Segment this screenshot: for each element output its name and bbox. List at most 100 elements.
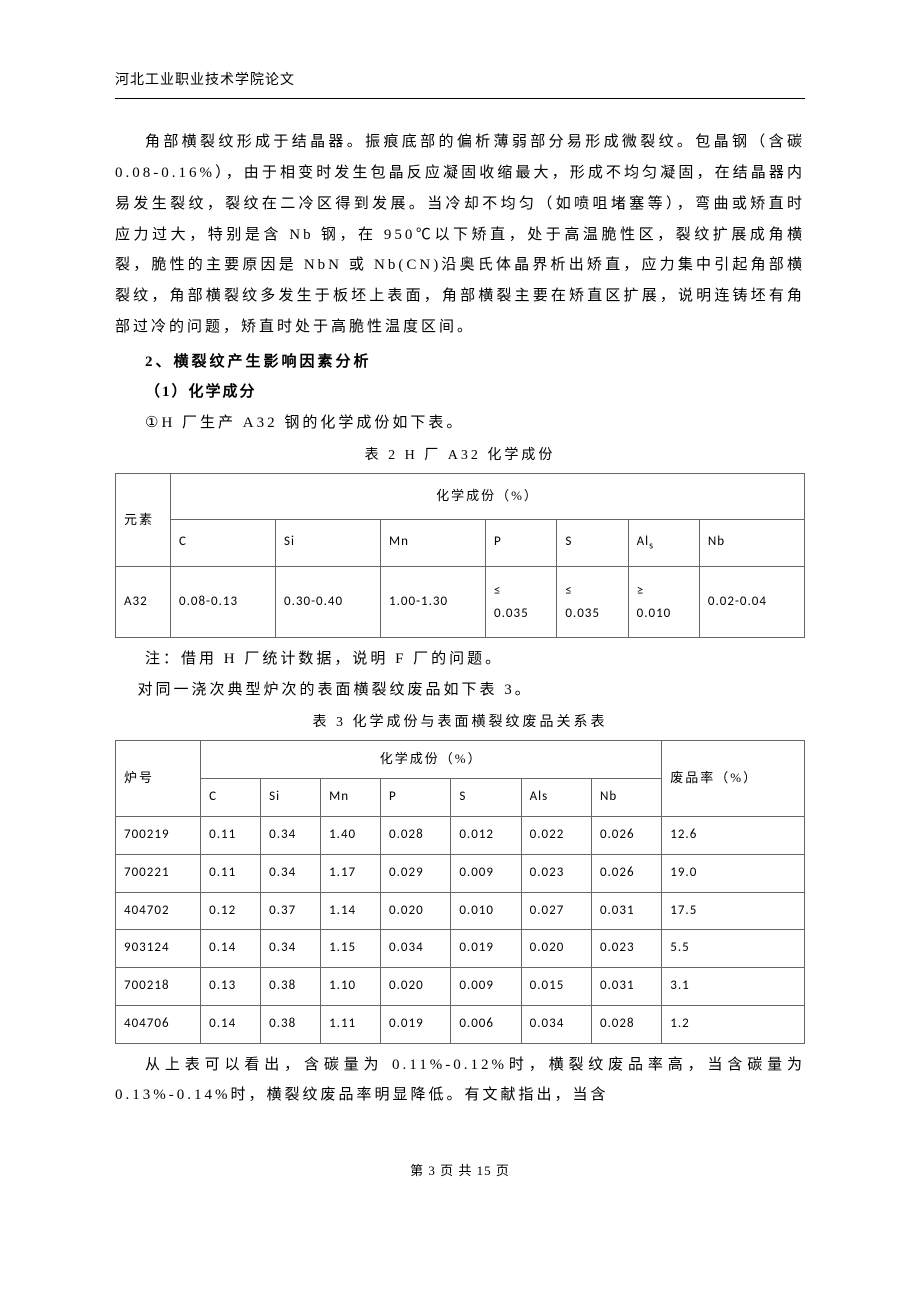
t3-cell: 0.020	[381, 968, 451, 1006]
t3-group-header: 化学成份（%）	[201, 741, 662, 779]
t2-val: ≥0.010	[628, 566, 699, 638]
t3-rate-header: 废品率（%）	[662, 741, 805, 817]
t2-val: 1.00-1.30	[381, 566, 486, 638]
table-3: 炉号 化学成份（%） 废品率（%） C Si Mn P S Als Nb 700…	[115, 740, 805, 1043]
t3-cell: 0.031	[591, 968, 661, 1006]
table-row: 7002210.110.341.170.0290.0090.0230.02619…	[116, 854, 805, 892]
t3-cell: 0.026	[591, 816, 661, 854]
table3-caption: 表 3 化学成份与表面横裂纹废品关系表	[115, 712, 805, 734]
t3-cell: 0.012	[451, 816, 521, 854]
page-footer: 第 3 页 共 15 页	[115, 1161, 805, 1182]
t3-cell: 404706	[116, 1005, 201, 1043]
table-row: 9031240.140.341.150.0340.0190.0200.0235.…	[116, 930, 805, 968]
t3-cell: 0.009	[451, 968, 521, 1006]
t3-cell: 12.6	[662, 816, 805, 854]
t3-cell: 0.020	[381, 892, 451, 930]
t3-cell: 1.40	[321, 816, 381, 854]
t3-cell: 0.12	[201, 892, 261, 930]
line-intro-table3: 对同一浇次典型炉次的表面横裂纹废品如下表 3。	[115, 675, 805, 706]
t3-cell: 19.0	[662, 854, 805, 892]
t3-cell: 1.10	[321, 968, 381, 1006]
table-row: 7002180.130.381.100.0200.0090.0150.0313.…	[116, 968, 805, 1006]
t3-cell: 903124	[116, 930, 201, 968]
t3-cell: 0.009	[451, 854, 521, 892]
t3-col: P	[381, 779, 451, 817]
t3-cell: 0.11	[201, 816, 261, 854]
t3-cell: 3.1	[662, 968, 805, 1006]
subsection-heading-1: （1）化学成分	[115, 377, 805, 408]
t3-cell: 0.029	[381, 854, 451, 892]
t3-col: C	[201, 779, 261, 817]
t3-cell: 0.006	[451, 1005, 521, 1043]
t3-cell: 0.34	[261, 816, 321, 854]
t3-col: Nb	[591, 779, 661, 817]
t3-cell: 0.020	[521, 930, 591, 968]
t3-cell: 0.34	[261, 930, 321, 968]
t3-cell: 700219	[116, 816, 201, 854]
t3-cell: 0.019	[451, 930, 521, 968]
t3-cell: 0.11	[201, 854, 261, 892]
running-header: 河北工业职业技术学院论文	[115, 70, 805, 92]
t2-val: ≤0.035	[557, 566, 628, 638]
t3-cell: 0.028	[591, 1005, 661, 1043]
t2-grade: A32	[116, 566, 171, 638]
t3-cell: 0.13	[201, 968, 261, 1006]
t3-cell: 5.5	[662, 930, 805, 968]
t3-col: Si	[261, 779, 321, 817]
t3-cell: 0.023	[591, 930, 661, 968]
t3-cell: 1.15	[321, 930, 381, 968]
table2-note: 注：借用 H 厂统计数据，说明 F 厂的问题。	[115, 644, 805, 675]
t3-cell: 1.14	[321, 892, 381, 930]
t2-col-p: P	[486, 520, 557, 567]
t3-cell: 700221	[116, 854, 201, 892]
t3-cell: 0.37	[261, 892, 321, 930]
t3-cell: 0.019	[381, 1005, 451, 1043]
t2-col-mn: Mn	[381, 520, 486, 567]
t2-val: ≤0.035	[486, 566, 557, 638]
t3-cell: 0.010	[451, 892, 521, 930]
t3-col: Als	[521, 779, 591, 817]
t3-cell: 0.38	[261, 968, 321, 1006]
t2-val: 0.30-0.40	[276, 566, 381, 638]
t3-cell: 0.34	[261, 854, 321, 892]
table-row: 4047060.140.381.110.0190.0060.0340.0281.…	[116, 1005, 805, 1043]
t3-cell: 1.11	[321, 1005, 381, 1043]
t3-cell: 17.5	[662, 892, 805, 930]
t3-cell: 0.026	[591, 854, 661, 892]
t3-cell: 404702	[116, 892, 201, 930]
t2-col-si: Si	[276, 520, 381, 567]
t3-cell: 0.028	[381, 816, 451, 854]
table-row: 7002190.110.341.400.0280.0120.0220.02612…	[116, 816, 805, 854]
t3-rowlabel: 炉号	[116, 741, 201, 817]
t2-rowlabel: 元素	[116, 474, 171, 566]
t3-cell: 0.14	[201, 930, 261, 968]
t3-cell: 0.023	[521, 854, 591, 892]
t2-group-header: 化学成份（%）	[171, 474, 805, 520]
t2-col-al: Als	[628, 520, 699, 567]
table-row: 炉号 化学成份（%） 废品率（%）	[116, 741, 805, 779]
table-row: 4047020.120.371.140.0200.0100.0270.03117…	[116, 892, 805, 930]
t2-val: 0.02-0.04	[699, 566, 804, 638]
t3-cell: 1.2	[662, 1005, 805, 1043]
t2-val: 0.08-0.13	[171, 566, 276, 638]
paragraph-2: 从上表可以看出，含碳量为 0.11%-0.12%时，横裂纹废品率高，当含碳量为 …	[115, 1050, 805, 1112]
line-intro-table2: ①H 厂生产 A32 钢的化学成份如下表。	[115, 408, 805, 439]
t3-cell: 0.034	[381, 930, 451, 968]
t2-col-c: C	[171, 520, 276, 567]
section-heading-2: 2、横裂纹产生影响因素分析	[115, 347, 805, 378]
t2-col-nb: Nb	[699, 520, 804, 567]
t3-cell: 0.022	[521, 816, 591, 854]
table-row: A32 0.08-0.13 0.30-0.40 1.00-1.30 ≤0.035…	[116, 566, 805, 638]
header-rule	[115, 98, 805, 99]
table-2: 元素 化学成份（%） C Si Mn P S Als Nb A32 0.08-0…	[115, 473, 805, 638]
t3-cell: 0.031	[591, 892, 661, 930]
t3-cell: 1.17	[321, 854, 381, 892]
paragraph-1: 角部横裂纹形成于结晶器。振痕底部的偏析薄弱部分易形成微裂纹。包晶钢（含碳 0.0…	[115, 127, 805, 342]
t3-cell: 700218	[116, 968, 201, 1006]
t3-cell: 0.034	[521, 1005, 591, 1043]
t3-cell: 0.14	[201, 1005, 261, 1043]
t3-cell: 0.015	[521, 968, 591, 1006]
t3-cell: 0.027	[521, 892, 591, 930]
table-row: 元素 化学成份（%）	[116, 474, 805, 520]
t3-cell: 0.38	[261, 1005, 321, 1043]
